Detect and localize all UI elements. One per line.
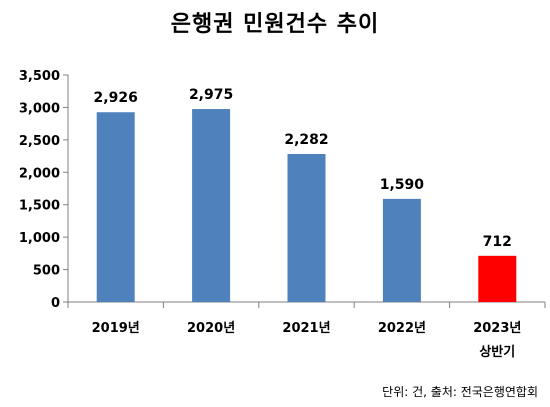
bar bbox=[287, 153, 326, 302]
bar bbox=[478, 255, 517, 302]
x-tick-label: 2020년 bbox=[187, 321, 235, 336]
y-tick-label: 3,500 bbox=[19, 69, 60, 84]
data-label: 2,975 bbox=[189, 87, 233, 103]
data-label: 712 bbox=[483, 234, 512, 250]
y-tick-label: 500 bbox=[33, 264, 60, 279]
y-tick-label: 1,500 bbox=[19, 199, 60, 214]
data-label: 2,926 bbox=[94, 90, 138, 106]
x-tick-label: 2022년 bbox=[378, 321, 426, 336]
y-tick-label: 2,000 bbox=[19, 166, 60, 181]
chart-title: 은행권 민원건수 추이 bbox=[170, 12, 380, 37]
y-tick-label: 3,000 bbox=[19, 101, 60, 116]
data-label: 1,590 bbox=[380, 177, 425, 193]
x-tick-label: 2023년 bbox=[473, 321, 521, 336]
y-tick-label: 0 bbox=[51, 296, 60, 311]
bar bbox=[382, 198, 421, 302]
x-tick-label: 2019년 bbox=[92, 321, 140, 336]
bar bbox=[96, 112, 135, 302]
x-tick-label: 상반기 bbox=[479, 344, 515, 360]
x-tick-label: 2021년 bbox=[282, 321, 330, 336]
y-tick-label: 2,500 bbox=[19, 134, 60, 149]
data-label: 2,282 bbox=[284, 132, 328, 148]
bar bbox=[192, 109, 231, 302]
y-tick-label: 1,000 bbox=[19, 231, 60, 246]
source-note: 단위: 건, 출처: 전국은행연합회 bbox=[382, 385, 538, 399]
